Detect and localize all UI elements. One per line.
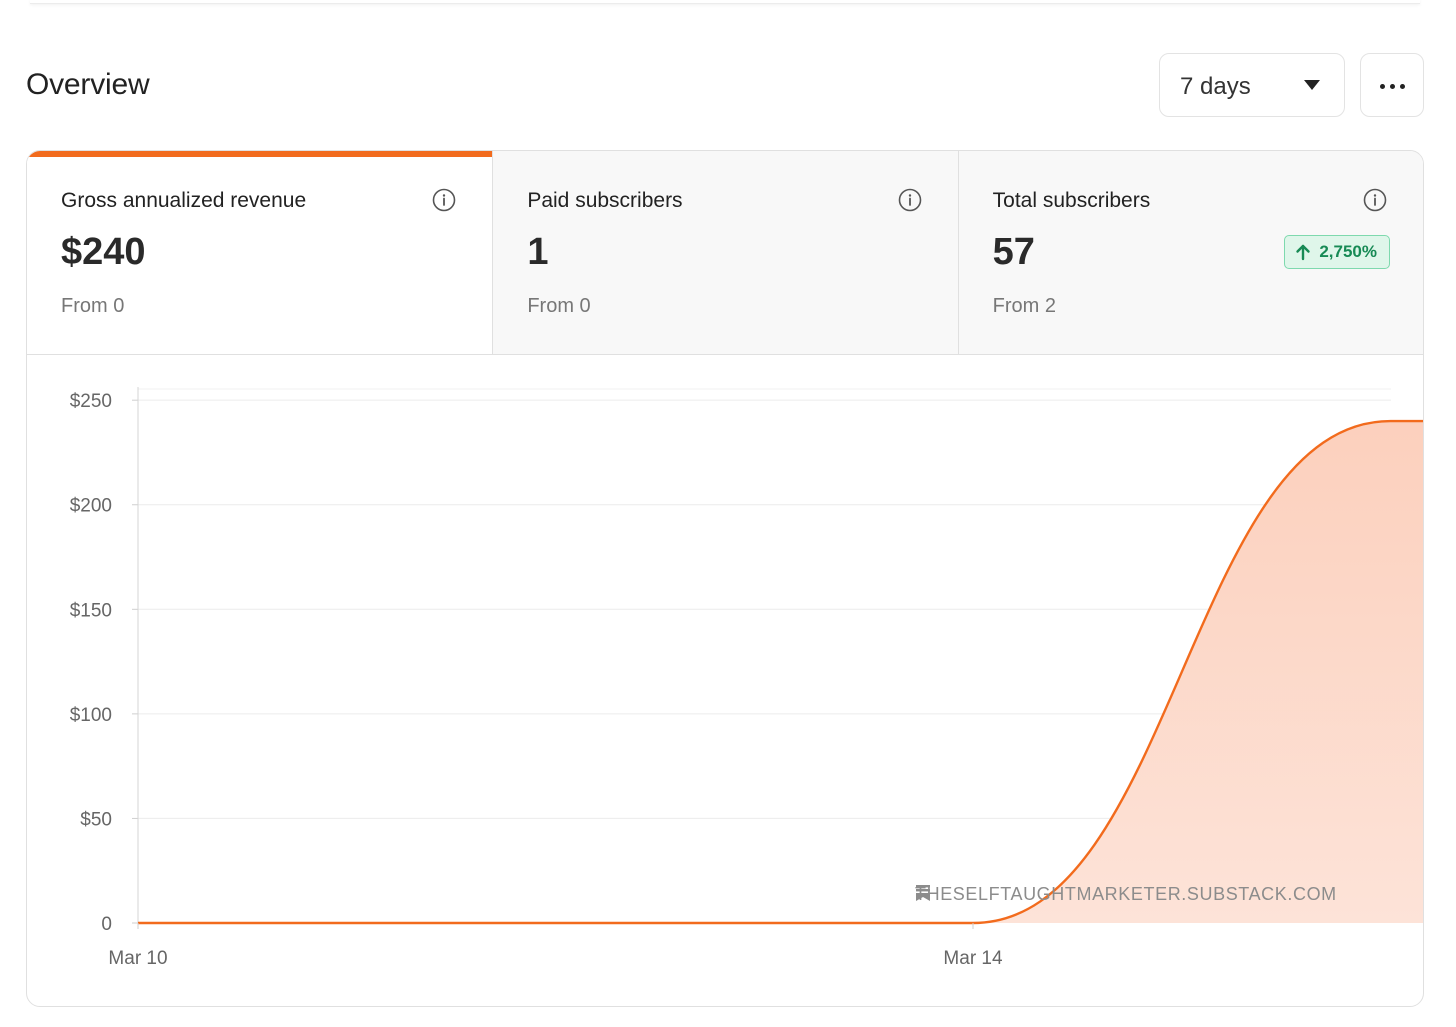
x-tick-label: Mar 10 [108, 948, 167, 969]
series-line [138, 419, 1423, 925]
metric-value: $240 [61, 231, 146, 273]
more-options-button[interactable] [1360, 53, 1424, 117]
y-tick-label: $250 [70, 391, 112, 412]
tab-paid-subscribers[interactable]: Paid subscribers 1 From 0 [492, 151, 958, 354]
series-area [973, 421, 1423, 923]
y-tick-label: $200 [70, 496, 112, 517]
date-range-select[interactable]: 7 days [1159, 53, 1345, 117]
metric-from: From 0 [61, 295, 125, 317]
y-tick-label: 0 [101, 914, 112, 935]
x-tick-label: Mar 14 [943, 948, 1003, 969]
metric-value: 1 [527, 231, 549, 273]
watermark-text: THESELFTAUGHTMARKETER.SUBSTACK.COM [915, 884, 1337, 904]
tab-gross-annualized-revenue[interactable]: Gross annualized revenue $240 From 0 [27, 151, 493, 354]
watermark: THESELFTAUGHTMARKETER.SUBSTACK.COM [915, 884, 1337, 905]
page-title: Overview [26, 68, 150, 101]
y-tick-label: $100 [70, 705, 112, 726]
info-icon[interactable] [898, 188, 922, 212]
bookmark-icon [916, 885, 930, 901]
metric-label: Gross annualized revenue [61, 189, 307, 212]
overview-card: Gross annualized revenue $240 From 0 Pai… [26, 150, 1424, 1007]
metric-from: From 2 [992, 295, 1056, 317]
y-tick-label: $150 [70, 600, 112, 621]
top-divider [30, 0, 1420, 4]
metric-label: Paid subscribers [527, 189, 683, 212]
info-icon[interactable] [1363, 188, 1387, 212]
metric-from: From 0 [527, 295, 591, 317]
ellipsis-icon [1380, 84, 1405, 89]
chart-svg: 0 $50 $100 $150 $200 $250 Mar 10 Mar 14 [70, 387, 1423, 969]
metric-value: 57 [992, 231, 1035, 273]
change-badge-value: 2,750% [1319, 242, 1377, 261]
metric-label: Total subscribers [992, 189, 1151, 212]
change-badge: 2,750% [1284, 235, 1390, 269]
overview-header: Overview 7 days [26, 52, 1424, 118]
tab-total-subscribers[interactable]: Total subscribers 57 2,750% From 2 [957, 151, 1423, 354]
date-range-value: 7 days [1180, 73, 1251, 100]
info-icon[interactable] [432, 188, 456, 212]
y-tick-label: $50 [80, 809, 112, 830]
revenue-chart: 0 $50 $100 $150 $200 $250 Mar 10 Mar 14 THESELF… [27, 355, 1423, 1006]
metric-tabs: Gross annualized revenue $240 From 0 Pai… [27, 151, 1423, 355]
arrow-up-icon [1296, 244, 1311, 261]
caret-down-icon [1304, 80, 1320, 90]
